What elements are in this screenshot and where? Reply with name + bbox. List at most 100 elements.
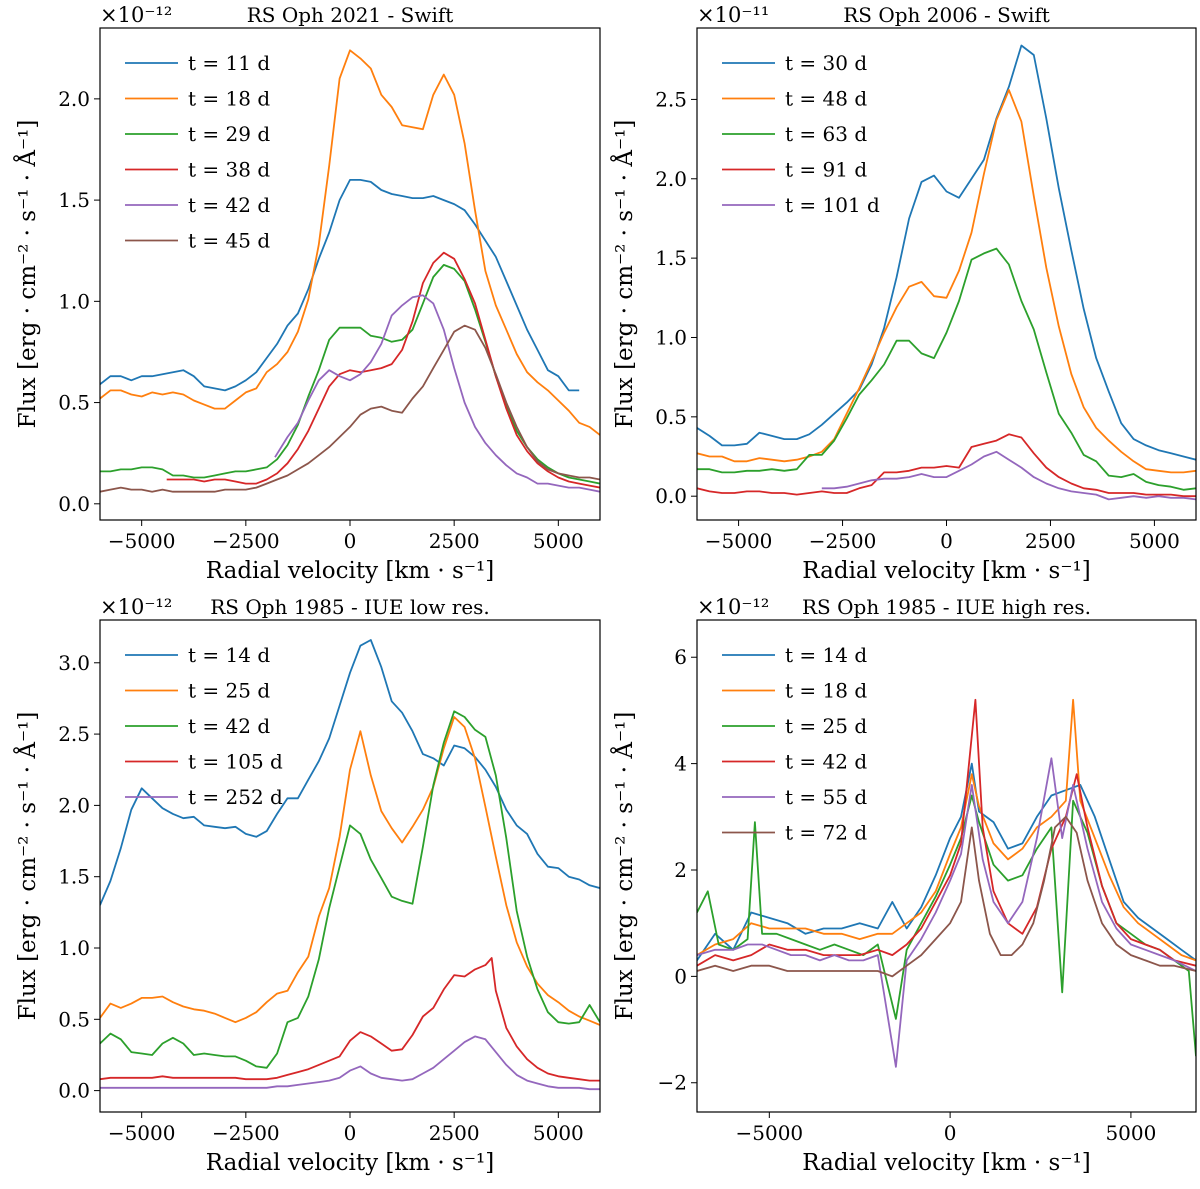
- y-tick-label: 1.0: [58, 289, 90, 313]
- y-tick-label: 2.5: [655, 87, 687, 111]
- axis-scale-label: ×10⁻¹²: [100, 595, 172, 619]
- x-axis-label: Radial velocity [km · s⁻¹]: [206, 558, 494, 584]
- y-tick-label: 2.0: [655, 167, 687, 191]
- x-axis-label: Radial velocity [km · s⁻¹]: [802, 1150, 1090, 1176]
- series-line: [100, 710, 600, 1069]
- y-tick-label: 1.0: [58, 936, 90, 960]
- axes-frame: [99, 27, 601, 521]
- legend-label: t = 42 d: [785, 750, 867, 774]
- panel-4: −5000 0 5000 −2 0 2 4 6 ×10⁻¹² RS Oph 1985 - IUE …: [610, 595, 1197, 1176]
- y-axis-label: Flux [erg · cm⁻² · s⁻¹ · Å⁻¹]: [13, 120, 41, 429]
- legend-label: t = 45 d: [188, 229, 270, 253]
- x-axis-label: Radial velocity [km · s⁻¹]: [802, 558, 1090, 584]
- x-tick-label: −5000: [735, 1121, 803, 1145]
- y-axis-label: Flux [erg · cm⁻² · s⁻¹ · Å⁻¹]: [610, 712, 638, 1021]
- x-tick-label: 5000: [1129, 529, 1180, 553]
- x-tick-label: 0: [940, 529, 953, 553]
- y-tick-label: 2: [674, 858, 687, 882]
- series-line: [100, 264, 600, 485]
- y-tick-label: 1.0: [655, 325, 687, 349]
- legend-label: t = 25 d: [188, 679, 270, 703]
- x-tick-label: −5000: [108, 529, 176, 553]
- legend-label: t = 42 d: [188, 193, 270, 217]
- x-tick-label: 2500: [429, 529, 480, 553]
- y-axis-label: Flux [erg · cm⁻² · s⁻¹ · Å⁻¹]: [610, 120, 638, 429]
- legend-label: t = 105 d: [188, 750, 283, 774]
- series-line: [697, 757, 1196, 1068]
- panel-title: RS Oph 2006 - Swift: [843, 3, 1050, 27]
- panel-3: −5000 −2500 0 2500 5000 0.0 0.5 1.0 1.5 2.0 2.5 3.0…: [13, 595, 601, 1176]
- axis-scale-label: ×10⁻¹¹: [697, 3, 769, 27]
- series-line: [100, 49, 600, 436]
- panel-2: −5000 −2500 0 2500 5000 0.0 0.5 1.0 1.5 2.0 2.5 ×10…: [610, 3, 1197, 584]
- plot-area: [697, 44, 1196, 501]
- x-tick-label: −2500: [212, 529, 280, 553]
- legend-label: t = 38 d: [188, 158, 270, 182]
- y-tick-label: 0.0: [58, 492, 90, 516]
- legend-label: t = 29 d: [188, 122, 270, 146]
- panel-title: RS Oph 1985 - IUE low res.: [210, 595, 490, 619]
- series-line: [697, 698, 1196, 967]
- series-line: [697, 89, 1196, 474]
- series-line: [100, 957, 600, 1082]
- legend-label: t = 63 d: [785, 122, 867, 146]
- legend-label: t = 101 d: [785, 193, 880, 217]
- legend: t = 14 d t = 18 d t = 25 d t = 42 d t = 55 d…: [722, 643, 867, 845]
- legend-label: t = 11 d: [188, 51, 270, 75]
- legend: t = 11 d t = 18 d t = 29 d t = 38 d t = 42 d…: [125, 51, 270, 253]
- plot-area: [100, 49, 600, 493]
- x-tick-label: 0: [344, 1121, 357, 1145]
- x-tick-label: 2500: [429, 1121, 480, 1145]
- y-axis-label: Flux [erg · cm⁻² · s⁻¹ · Å⁻¹]: [13, 712, 41, 1021]
- series-line: [274, 294, 600, 493]
- axis-scale-label: ×10⁻¹²: [100, 3, 172, 27]
- series-line: [166, 251, 600, 489]
- x-tick-label: 5000: [533, 1121, 584, 1145]
- y-tick-label: 0.0: [58, 1079, 90, 1103]
- axis-scale-label: ×10⁻¹²: [697, 595, 769, 619]
- legend: t = 30 d t = 48 d t = 63 d t = 91 d t = 101 …: [722, 51, 880, 217]
- y-tick-label: 2.0: [58, 87, 90, 111]
- series-line: [100, 639, 600, 906]
- x-tick-label: −5000: [108, 1121, 176, 1145]
- x-tick-label: 0: [944, 1121, 957, 1145]
- y-tick-label: 1.5: [58, 188, 90, 212]
- y-tick-label: 0.0: [655, 484, 687, 508]
- axes-frame: [696, 27, 1197, 521]
- x-tick-label: 0: [344, 529, 357, 553]
- series-line: [697, 698, 1196, 962]
- legend-label: t = 18 d: [785, 679, 867, 703]
- x-tick-label: 5000: [1105, 1121, 1156, 1145]
- legend-label: t = 48 d: [785, 87, 867, 111]
- legend-label: t = 91 d: [785, 158, 867, 182]
- plot-area: [697, 698, 1196, 1068]
- x-tick-label: 2500: [1025, 529, 1076, 553]
- legend-label: t = 30 d: [785, 51, 867, 75]
- series-line: [100, 716, 600, 1026]
- legend-label: t = 25 d: [785, 714, 867, 738]
- legend-label: t = 42 d: [188, 714, 270, 738]
- legend-label: t = 252 d: [188, 785, 283, 809]
- panel-title: RS Oph 2021 - Swift: [247, 3, 454, 27]
- panel-title: RS Oph 1985 - IUE high res.: [802, 595, 1091, 619]
- x-tick-label: 5000: [533, 529, 584, 553]
- y-tick-label: 0.5: [58, 391, 90, 415]
- legend-label: t = 14 d: [188, 643, 270, 667]
- axes-frame: [696, 619, 1197, 1113]
- y-tick-label: 2.5: [58, 722, 90, 746]
- x-axis-label: Radial velocity [km · s⁻¹]: [206, 1150, 494, 1176]
- y-tick-label: 1.5: [58, 865, 90, 889]
- y-tick-label: 2.0: [58, 793, 90, 817]
- series-line: [100, 324, 600, 493]
- series-line: [697, 815, 1196, 978]
- y-tick-label: −2: [658, 1071, 687, 1095]
- y-tick-label: 1.5: [655, 246, 687, 270]
- series-line: [100, 179, 580, 392]
- legend-label: t = 72 d: [785, 821, 867, 845]
- series-line: [821, 450, 1196, 501]
- series-line: [697, 247, 1196, 491]
- plot-area: [100, 639, 600, 1091]
- y-tick-label: 6: [674, 645, 687, 669]
- series-line: [697, 44, 1196, 461]
